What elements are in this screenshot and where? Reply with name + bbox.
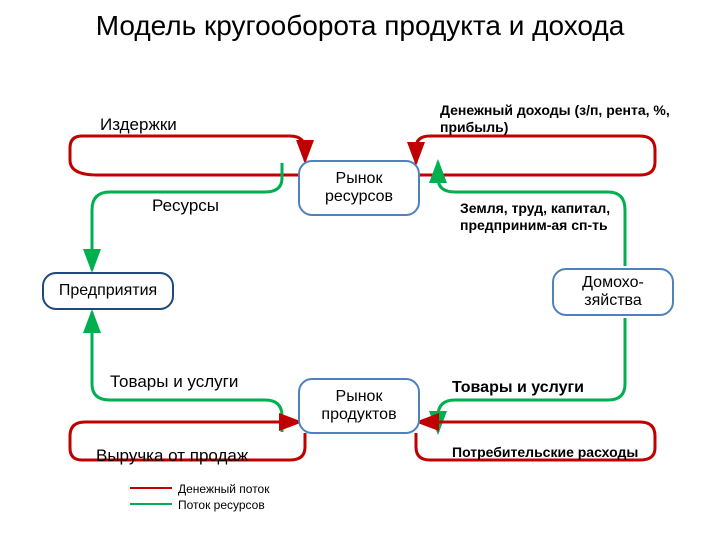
goods-right-label: Товары и услуги <box>452 378 632 397</box>
page-title: Модель кругооборота продукта и дохода <box>0 10 720 42</box>
legend-text: Денежный поток Поток ресурсов <box>178 482 269 513</box>
households-box: Домохо-зяйства <box>552 268 674 316</box>
consumer-spending-label: Потребительские расходы <box>452 444 692 461</box>
legend-resource-text: Поток ресурсов <box>178 498 269 514</box>
firms-label: Предприятия <box>59 282 157 300</box>
land-labor-label: Земля, труд, капитал, предприним-ая сп-т… <box>460 200 670 234</box>
legend-resource-line <box>130 503 172 505</box>
goods-left-label: Товары и услуги <box>110 372 290 392</box>
resources-left-label: Ресурсы <box>152 196 272 216</box>
households-label: Домохо-зяйства <box>554 274 672 311</box>
resource-market-label: Рынок ресурсов <box>300 170 418 207</box>
legend-money-line <box>130 487 172 489</box>
legend-money-text: Денежный поток <box>178 482 269 498</box>
product-market-box: Рынок продуктов <box>298 378 420 434</box>
resource-market-box: Рынок ресурсов <box>298 160 420 216</box>
firms-box: Предприятия <box>42 272 174 310</box>
money-income-label: Денежный доходы (з/п, рента, %, прибыль) <box>440 102 690 136</box>
revenue-label: Выручка от продаж <box>96 446 296 466</box>
costs-label: Издержки <box>100 115 260 135</box>
product-market-label: Рынок продуктов <box>300 388 418 425</box>
